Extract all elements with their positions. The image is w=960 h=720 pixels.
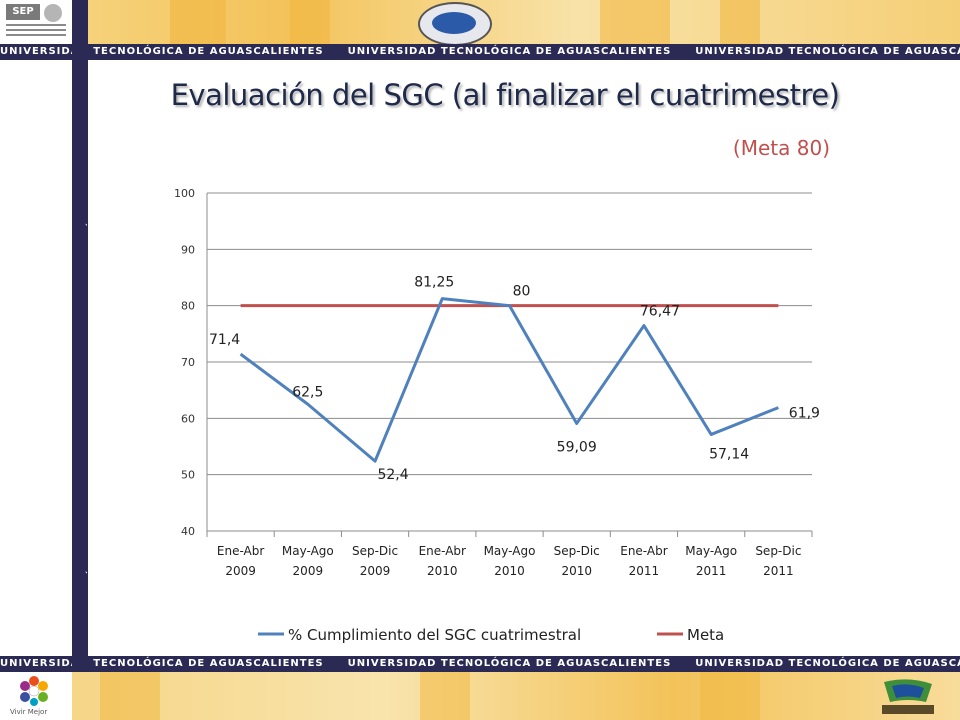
y-tick-label-60: 60 [181, 412, 195, 425]
data-label-2: 52,4 [377, 467, 408, 483]
data-label-7: 57,14 [709, 446, 749, 462]
x-tick-label-7-line2: 2011 [696, 564, 727, 578]
x-tick-label-3-line2: 2010 [427, 564, 458, 578]
data-label-8: 61,9 [789, 406, 820, 422]
sep-logo: SEP [6, 4, 40, 20]
x-tick-label-4-line1: May-Ago [484, 544, 536, 558]
top-banner-stripe: UNIVERSIDAD TECNOLÓGICA DE AGUASCALIENTE… [0, 44, 960, 60]
data-label-4: 80 [513, 284, 531, 300]
vertical-banner-stripe: UNIVERSIDAD TECNOLÓGICA DE AGUASCALIENTE… [72, 0, 88, 720]
chart-series [239, 297, 779, 463]
y-axis-ticks: 40 50 60 70 80 90 100 [174, 187, 195, 538]
y-tick-label-50: 50 [181, 469, 195, 482]
x-tick-label-8-line1: Sep-Dic [755, 544, 801, 558]
data-label-5: 59,09 [557, 439, 597, 455]
twenty-years-logo [882, 679, 934, 714]
x-axis-ticks: Ene-Abr 2009 May-Ago 2009 Sep-Dic 2009 Ene-Abr… [206, 531, 813, 578]
x-tick-label-6-line1: Ene-Abr [620, 544, 667, 558]
x-tick-label-3-line1: Ene-Abr [419, 544, 466, 558]
legend-label-0: % Cumplimiento del SGC cuatrimestral [288, 626, 581, 644]
vivir-mejor-label: Vivir Mejor [10, 708, 48, 716]
vivir-mejor-logo [20, 676, 48, 706]
slide-title: Evaluación del SGC (al finalizar el cuat… [170, 78, 840, 112]
data-labels: 71,4 62,5 52,4 81,25 80 59,09 76,47 57,14 61,9 [209, 275, 820, 484]
x-tick-label-1-line2: 2009 [293, 564, 324, 578]
data-label-6: 76,47 [640, 304, 680, 320]
x-tick-label-0-line2: 2009 [225, 564, 256, 578]
y-tick-label-40: 40 [181, 525, 195, 538]
mexico-eagle-icon [44, 4, 62, 22]
x-tick-label-0-line1: Ene-Abr [217, 544, 264, 558]
legend-label-1: Meta [687, 626, 724, 644]
y-tick-label-90: 90 [181, 243, 195, 256]
x-tick-label-7-line1: May-Ago [685, 544, 737, 558]
y-tick-label-80: 80 [181, 300, 195, 313]
data-label-0: 71,4 [209, 332, 240, 348]
data-label-1: 62,5 [292, 384, 323, 400]
bottom-decorative-band [0, 672, 960, 720]
sep-logo-area: SEP [0, 0, 72, 44]
x-tick-label-5-line2: 2010 [561, 564, 592, 578]
y-tick-label-100: 100 [174, 187, 195, 200]
x-tick-label-1-line1: May-Ago [282, 544, 334, 558]
data-label-3: 81,25 [414, 275, 454, 291]
chart-gridlines [206, 192, 812, 532]
x-tick-label-6-line2: 2011 [629, 564, 660, 578]
bottom-banner-stripe: UNIVERSIDAD TECNOLÓGICA DE AGUASCALIENTE… [0, 656, 960, 672]
chart-legend: % Cumplimiento del SGC cuatrimestral Meta [258, 626, 724, 644]
series-line-0 [239, 297, 779, 463]
x-tick-label-5-line1: Sep-Dic [554, 544, 600, 558]
x-tick-label-2-line2: 2009 [360, 564, 391, 578]
x-tick-label-2-line1: Sep-Dic [352, 544, 398, 558]
x-tick-label-8-line2: 2011 [763, 564, 794, 578]
y-tick-label-70: 70 [181, 356, 195, 369]
sep-subtitle-lines [6, 24, 66, 38]
slide-subtitle: (Meta 80) [732, 136, 830, 160]
x-tick-label-4-line2: 2010 [494, 564, 525, 578]
